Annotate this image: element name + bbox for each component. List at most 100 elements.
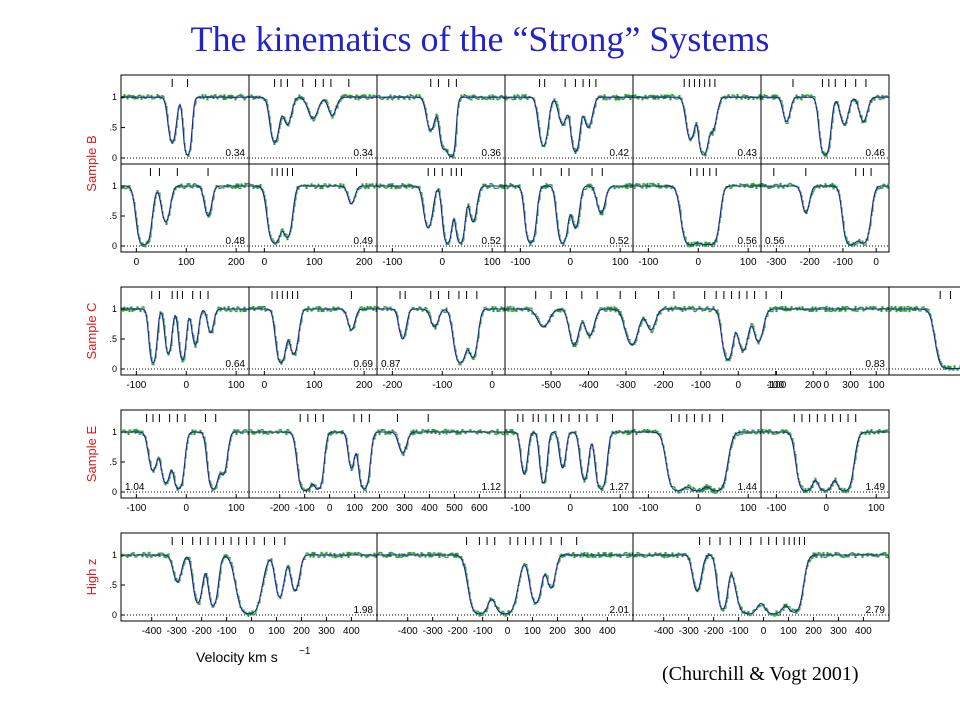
x-tick-label: -400 [579, 380, 599, 391]
x-tick-label: -100 [126, 503, 146, 514]
model-fit [249, 431, 505, 492]
x-tick-label: 100 [228, 503, 245, 514]
model-fit [121, 431, 249, 490]
redshift-label: 0.42 [610, 148, 630, 159]
x-tick-label: 0 [873, 257, 879, 268]
group-label: Sample E [84, 425, 99, 482]
x-tick-label: -100 [766, 503, 786, 514]
y-tick-label: 1 [112, 92, 117, 102]
x-tick-label: -400 [654, 626, 674, 637]
x-tick-label: 200 [356, 257, 373, 268]
panel-frame [504, 286, 890, 376]
x-tick-label: -400 [142, 626, 162, 637]
x-tick-label: -200 [382, 380, 402, 391]
x-tick-label: -100 [638, 503, 658, 514]
y-tick-label: 0 [112, 610, 117, 620]
x-tick-label: -100 [126, 380, 146, 391]
x-tick-label: 0 [761, 626, 767, 637]
data-spectrum [633, 551, 890, 617]
x-tick-label: 400 [343, 626, 360, 637]
redshift-label: 0.36 [482, 148, 502, 159]
redshift-label: 2.01 [610, 605, 630, 616]
data-spectrum [505, 305, 890, 362]
model-fit [249, 308, 377, 364]
x-tick-label: 400 [855, 626, 872, 637]
x-tick-label: 400 [421, 503, 438, 514]
x-tick-label: 100 [524, 626, 541, 637]
x-tick-label: 400 [599, 626, 616, 637]
x-tick-label: 200 [805, 380, 822, 391]
x-tick-label: 0 [695, 503, 701, 514]
x-tick-label: -100 [510, 503, 530, 514]
redshift-label: 0.43 [738, 148, 758, 159]
redshift-label: 0.34 [354, 148, 374, 159]
x-tick-label: 0 [183, 380, 189, 391]
redshift-label: 0.83 [866, 359, 886, 370]
group-label: Sample B [84, 135, 99, 191]
x-tick-label: 0 [183, 503, 189, 514]
x-tick-label: 200 [549, 626, 566, 637]
y-tick-label: .5 [109, 334, 117, 344]
panel-frame [760, 409, 890, 499]
model-fit [249, 185, 377, 244]
y-tick-label: 0 [112, 364, 117, 374]
redshift-label: 0.56 [765, 236, 785, 247]
y-tick-label: .5 [109, 580, 117, 590]
x-tick-label: -100 [382, 257, 402, 268]
model-fit [377, 96, 505, 158]
x-axis-label: Velocity km s [196, 649, 278, 665]
x-tick-label: 100 [612, 503, 629, 514]
model-fit [761, 96, 889, 156]
data-spectrum [121, 551, 378, 617]
redshift-label: 0.87 [381, 359, 401, 370]
model-fit [505, 431, 633, 490]
x-tick-label: -100 [295, 503, 315, 514]
model-fit [505, 185, 633, 244]
redshift-label: 1.98 [354, 605, 374, 616]
data-spectrum [889, 305, 960, 371]
x-tick-label: -300 [423, 626, 443, 637]
redshift-label: 0.64 [226, 359, 246, 370]
x-tick-label: 0 [823, 380, 829, 391]
model-fit [505, 96, 633, 153]
x-tick-label: -400 [398, 626, 418, 637]
x-tick-label: -100 [510, 257, 530, 268]
x-tick-label: -200 [448, 626, 468, 637]
x-tick-label: 0 [695, 257, 701, 268]
model-fit [121, 308, 249, 364]
redshift-label: 1.27 [610, 482, 630, 493]
x-tick-label: -200 [800, 257, 820, 268]
model-fit [377, 308, 505, 364]
redshift-label: 0.52 [610, 236, 630, 247]
group-label: High z [84, 559, 99, 596]
x-tick-label: 100 [306, 257, 323, 268]
x-tick-label: -300 [167, 626, 187, 637]
x-tick-label: 100 [767, 380, 784, 391]
model-fit [633, 185, 761, 246]
panel-frame [248, 409, 506, 499]
x-tick-label: 200 [228, 257, 245, 268]
x-tick-label: -200 [653, 380, 673, 391]
x-tick-label: 200 [805, 626, 822, 637]
x-tick-label: 600 [471, 503, 488, 514]
model-fit [633, 96, 761, 156]
redshift-label: 2.79 [866, 605, 886, 616]
x-tick-label: -200 [704, 626, 724, 637]
x-tick-label: 0 [489, 380, 495, 391]
group-label: Sample C [84, 302, 99, 359]
redshift-label: 0.52 [482, 236, 502, 247]
x-tick-label: 200 [293, 626, 310, 637]
model-fit [377, 554, 633, 615]
y-tick-label: 1 [112, 550, 117, 560]
x-tick-label: 0 [823, 503, 829, 514]
x-tick-label: 100 [178, 257, 195, 268]
x-tick-label: 300 [830, 626, 847, 637]
x-tick-label: 100 [306, 380, 323, 391]
redshift-label: 0.48 [226, 236, 246, 247]
model-fit [889, 308, 960, 370]
redshift-label: 0.46 [866, 148, 886, 159]
data-spectrum [505, 94, 633, 154]
data-spectrum [377, 551, 634, 617]
x-tick-label: -300 [766, 257, 786, 268]
